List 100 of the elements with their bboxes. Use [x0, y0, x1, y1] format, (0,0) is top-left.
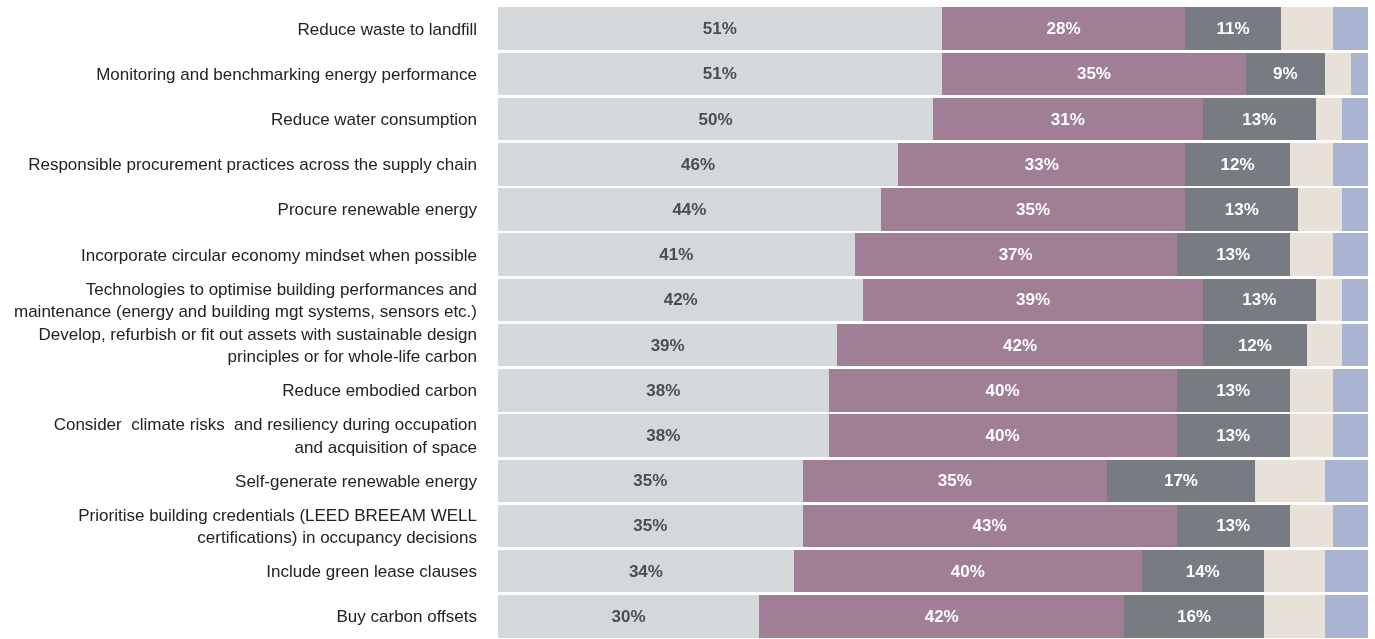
bar: [854, 233, 1177, 276]
data-label: 43%: [972, 516, 1007, 536]
bar: [1185, 7, 1281, 50]
bar: [1289, 369, 1334, 412]
bar: [1202, 97, 1316, 141]
y-tick-label: Technologies to optimise building performances and maintenance (energy and building mgt systems, sensors etc.): [13, 279, 477, 321]
data-label: 12%: [1220, 154, 1255, 174]
bar: [498, 278, 864, 322]
bar: [1263, 595, 1325, 638]
data-label: 30%: [611, 606, 646, 626]
bar: [1341, 323, 1368, 367]
bar: [1333, 143, 1368, 186]
data-label: 51%: [702, 64, 737, 84]
bar: [933, 97, 1203, 141]
data-label: 13%: [1216, 426, 1251, 446]
bar: [759, 595, 1125, 638]
data-label: 40%: [985, 380, 1020, 400]
data-label: 40%: [985, 426, 1020, 446]
bar: [1176, 233, 1290, 276]
y-tick-label: Procure renewable energy: [277, 200, 478, 220]
bar: [1333, 7, 1368, 50]
bar: [1124, 595, 1264, 638]
data-label: 40%: [950, 561, 985, 581]
bar: [1176, 369, 1290, 412]
bar: [1324, 549, 1368, 593]
data-label: 16%: [1176, 606, 1212, 626]
data-label: 13%: [1242, 290, 1277, 310]
data-label: 9%: [1273, 64, 1298, 84]
bar: [498, 233, 855, 276]
bar: [1289, 233, 1334, 276]
bar: [863, 278, 1203, 322]
bar: [1289, 414, 1334, 457]
bar: [498, 97, 933, 141]
y-tick-label: Consider climate risks and resiliency during occupation and acquisition of space: [53, 415, 477, 457]
bar: [498, 188, 881, 231]
data-label: 31%: [1050, 109, 1085, 129]
bar: [793, 549, 1142, 593]
data-label: 13%: [1216, 245, 1251, 265]
y-tick-label: Buy carbon offsets: [336, 607, 477, 627]
data-label: 39%: [650, 335, 685, 355]
data-label: 13%: [1216, 380, 1251, 400]
bar: [1185, 188, 1299, 231]
bar: [1281, 7, 1334, 50]
bar: [1176, 504, 1290, 548]
data-label: 35%: [937, 471, 972, 491]
y-tick-label: Include green lease clauses: [266, 562, 477, 582]
bar: [1185, 143, 1290, 186]
y-tick-label: Self-generate renewable energy: [235, 471, 478, 491]
data-label: 11%: [1216, 19, 1250, 39]
bar: [1202, 323, 1308, 367]
bar: [1324, 459, 1368, 502]
data-label: 13%: [1242, 109, 1277, 129]
bar: [498, 549, 794, 593]
y-tick-label: Prioritise building credentials (LEED BREEAM WELL certifications) in occupancy decisions: [78, 505, 477, 547]
y-tick-label: Reduce water consumption: [270, 109, 477, 129]
data-label: 38%: [646, 380, 681, 400]
data-label: 51%: [702, 19, 737, 39]
bar: [1246, 52, 1325, 96]
data-label: 35%: [633, 516, 668, 536]
bar: [1333, 414, 1368, 457]
bar: [802, 459, 1107, 502]
y-tick-label: Responsible procurement practices across the supply chain: [28, 155, 477, 175]
bar: [1107, 459, 1255, 502]
y-tick-label: Monitoring and benchmarking energy performance: [96, 64, 477, 84]
data-label: 50%: [698, 109, 733, 129]
bar: [498, 143, 899, 186]
data-label: 34%: [628, 561, 663, 581]
bar: [498, 595, 759, 638]
data-label: 39%: [1016, 290, 1051, 310]
data-label: 42%: [924, 606, 959, 626]
data-label: 13%: [1216, 516, 1251, 536]
data-label: 33%: [1024, 154, 1059, 174]
bar: [498, 323, 838, 367]
bar: [498, 369, 829, 412]
data-label: 42%: [663, 290, 698, 310]
y-tick-label: Reduce waste to landfill: [297, 19, 477, 39]
bar: [1350, 52, 1368, 96]
bar: [1307, 323, 1342, 367]
bar: [1341, 278, 1368, 322]
bar: [1341, 188, 1368, 231]
bar: [1289, 504, 1334, 548]
bar: [1141, 549, 1264, 593]
data-label: 41%: [659, 245, 694, 265]
bar: [1333, 504, 1368, 548]
bar: [1324, 595, 1368, 638]
bar: [837, 323, 1203, 367]
bar: [498, 414, 829, 457]
bar: [498, 504, 803, 548]
bar: [1333, 233, 1368, 276]
bar: [1341, 97, 1368, 141]
data-label: 28%: [1046, 19, 1081, 39]
bar: [941, 7, 1186, 50]
bar: [828, 414, 1177, 457]
bar: [498, 459, 803, 502]
bar: [1289, 143, 1334, 186]
bar: [498, 7, 942, 50]
data-label: 17%: [1163, 471, 1198, 491]
bar: [1333, 369, 1368, 412]
bar: [1324, 52, 1351, 96]
data-label: 13%: [1224, 199, 1259, 219]
